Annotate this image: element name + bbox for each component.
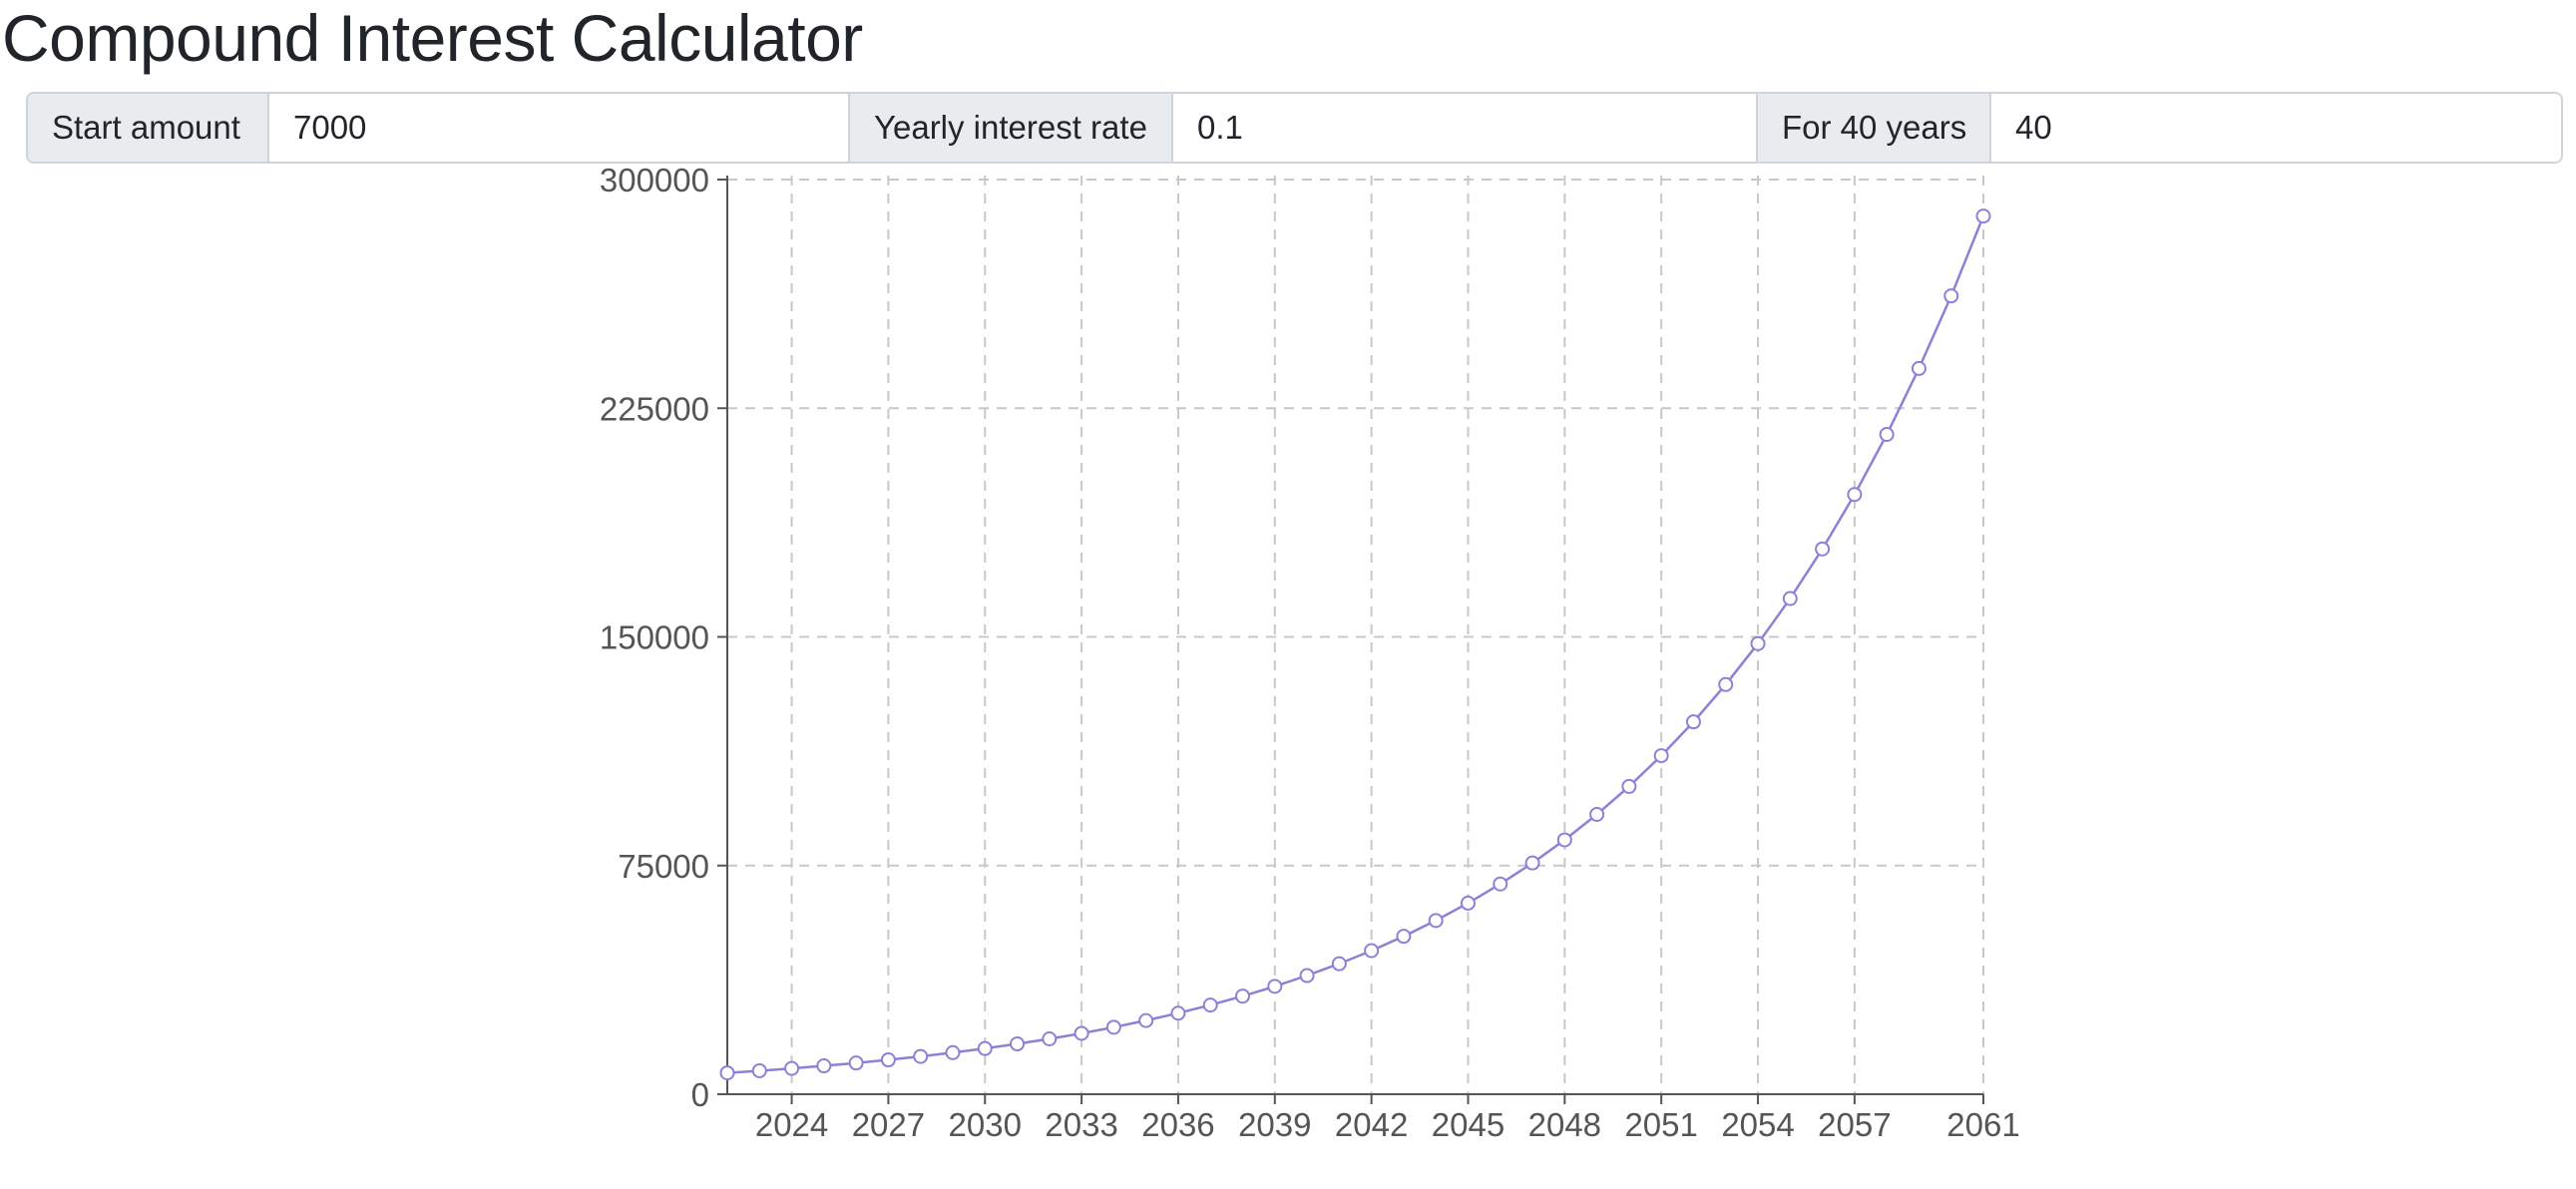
years-input[interactable] xyxy=(1989,94,2561,162)
data-point xyxy=(1556,832,1572,848)
data-point xyxy=(880,1052,896,1068)
y-tick-label: 150000 xyxy=(600,619,709,656)
x-tick-label: 2048 xyxy=(1528,1106,1601,1143)
data-point xyxy=(719,1065,735,1081)
y-tick-label: 0 xyxy=(691,1076,709,1113)
x-tick-label: 2061 xyxy=(1946,1106,2019,1143)
data-point xyxy=(1267,979,1283,994)
chart-grid xyxy=(727,176,1984,1094)
years-label: For 40 years xyxy=(1758,94,1989,162)
data-point xyxy=(784,1060,800,1076)
x-tick-label: 2036 xyxy=(1141,1106,1214,1143)
x-tick-label: 2051 xyxy=(1624,1106,1697,1143)
interest-rate-label: Yearly interest rate xyxy=(850,94,1171,162)
data-point xyxy=(1170,1005,1186,1021)
x-tick-label: 2027 xyxy=(852,1106,925,1143)
x-tick-label: 2057 xyxy=(1818,1106,1891,1143)
x-tick-label: 2054 xyxy=(1721,1106,1794,1143)
data-point xyxy=(1815,541,1831,557)
data-point xyxy=(1621,778,1637,794)
data-point xyxy=(1943,288,1959,304)
data-point xyxy=(1685,714,1701,730)
data-point xyxy=(1847,487,1863,503)
y-tick-label: 225000 xyxy=(600,390,709,427)
data-point xyxy=(1073,1025,1089,1041)
x-tick-label: 2045 xyxy=(1432,1106,1504,1143)
data-point xyxy=(1750,635,1766,651)
data-point xyxy=(1235,989,1251,1004)
data-point xyxy=(1105,1019,1121,1035)
chart-axes: 2024 2027 2030 2033 2036 2039 2042 2045 2048 2051… xyxy=(600,162,2020,1143)
data-point xyxy=(945,1044,961,1060)
data-point xyxy=(913,1048,929,1064)
interest-rate-input[interactable] xyxy=(1171,94,1758,162)
data-point xyxy=(1010,1036,1026,1052)
data-point xyxy=(1782,591,1798,606)
x-tick-label: 2042 xyxy=(1335,1106,1408,1143)
data-point xyxy=(1493,876,1508,892)
data-point xyxy=(816,1058,832,1074)
data-point xyxy=(977,1040,993,1056)
data-point xyxy=(1331,956,1347,972)
data-point xyxy=(1299,968,1315,984)
y-tick-label: 75000 xyxy=(618,848,709,885)
data-point xyxy=(1653,748,1669,764)
data-point xyxy=(848,1055,864,1071)
x-tick-label: 2039 xyxy=(1238,1106,1311,1143)
data-point xyxy=(1460,895,1476,911)
chart-series xyxy=(719,208,1991,1081)
data-point xyxy=(1138,1012,1154,1028)
page-title: Compound Interest Calculator xyxy=(2,1,863,75)
data-point xyxy=(1975,208,1991,224)
data-point xyxy=(1042,1031,1058,1047)
start-amount-input[interactable] xyxy=(267,94,850,162)
data-point xyxy=(1428,913,1444,929)
data-point xyxy=(1718,676,1734,692)
data-point xyxy=(1911,360,1927,376)
y-tick-label: 300000 xyxy=(600,162,709,198)
x-tick-label: 2033 xyxy=(1045,1106,1117,1143)
data-point xyxy=(1202,997,1218,1013)
data-point xyxy=(1524,855,1540,871)
data-point xyxy=(751,1062,767,1078)
series-line xyxy=(726,215,1985,1074)
x-tick-label: 2024 xyxy=(755,1106,828,1143)
data-point xyxy=(1589,806,1605,822)
data-point xyxy=(1364,943,1380,959)
x-tick-label: 2030 xyxy=(949,1106,1022,1143)
data-point xyxy=(1879,427,1895,443)
calculator-input-group: Start amount Yearly interest rate For 40… xyxy=(26,92,2563,164)
start-amount-label: Start amount xyxy=(28,94,267,162)
data-point xyxy=(1396,929,1412,945)
